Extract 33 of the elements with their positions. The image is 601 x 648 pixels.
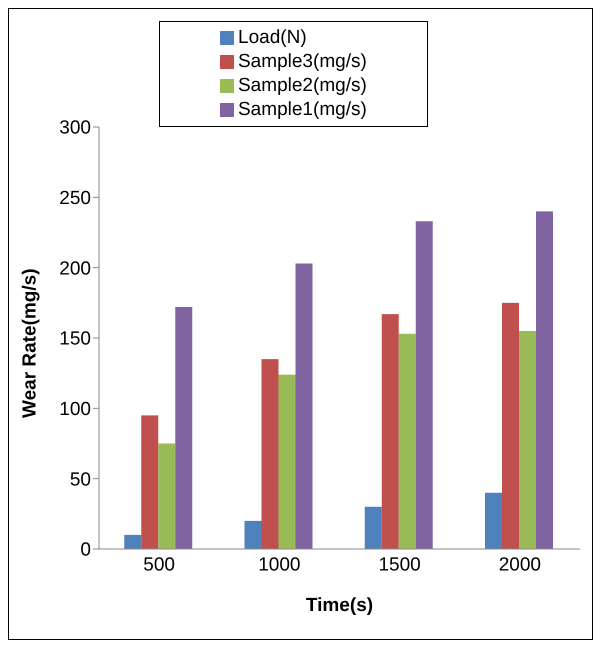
y-tick-label: 100 [59, 399, 91, 420]
x-tick-label: 1500 [378, 554, 421, 576]
bar [382, 314, 399, 549]
x-axis-title: Time(s) [306, 595, 374, 616]
y-tick-label: 200 [59, 258, 91, 280]
bar [416, 221, 433, 549]
y-axis-title: Wear Rate(mg/s) [20, 268, 41, 418]
bar [519, 330, 536, 549]
bar [124, 534, 142, 549]
bar [502, 302, 520, 549]
bar [485, 492, 502, 549]
bar [398, 334, 416, 549]
legend-label: Sample3(mg/s) [238, 51, 367, 72]
bar [175, 307, 192, 549]
y-tick-label: 300 [59, 118, 91, 139]
bar [536, 211, 554, 549]
legend-label: Load(N) [238, 27, 307, 48]
x-tick-label: 1000 [258, 554, 301, 576]
x-tick-label: 500 [143, 554, 175, 576]
legend-label: Sample1(mg/s) [238, 99, 367, 120]
bar [244, 520, 262, 549]
bar [158, 444, 176, 549]
bar [262, 359, 279, 549]
y-tick-label: 150 [59, 328, 91, 350]
y-tick-label: 0 [80, 540, 91, 561]
bar [296, 263, 313, 549]
legend-label: Sample2(mg/s) [238, 75, 367, 96]
y-tick-label: 250 [59, 188, 91, 210]
bar [364, 506, 382, 549]
bar [141, 415, 158, 549]
bar [278, 374, 296, 549]
y-tick-label: 50 [70, 469, 91, 490]
x-tick-label: 2000 [498, 554, 542, 576]
